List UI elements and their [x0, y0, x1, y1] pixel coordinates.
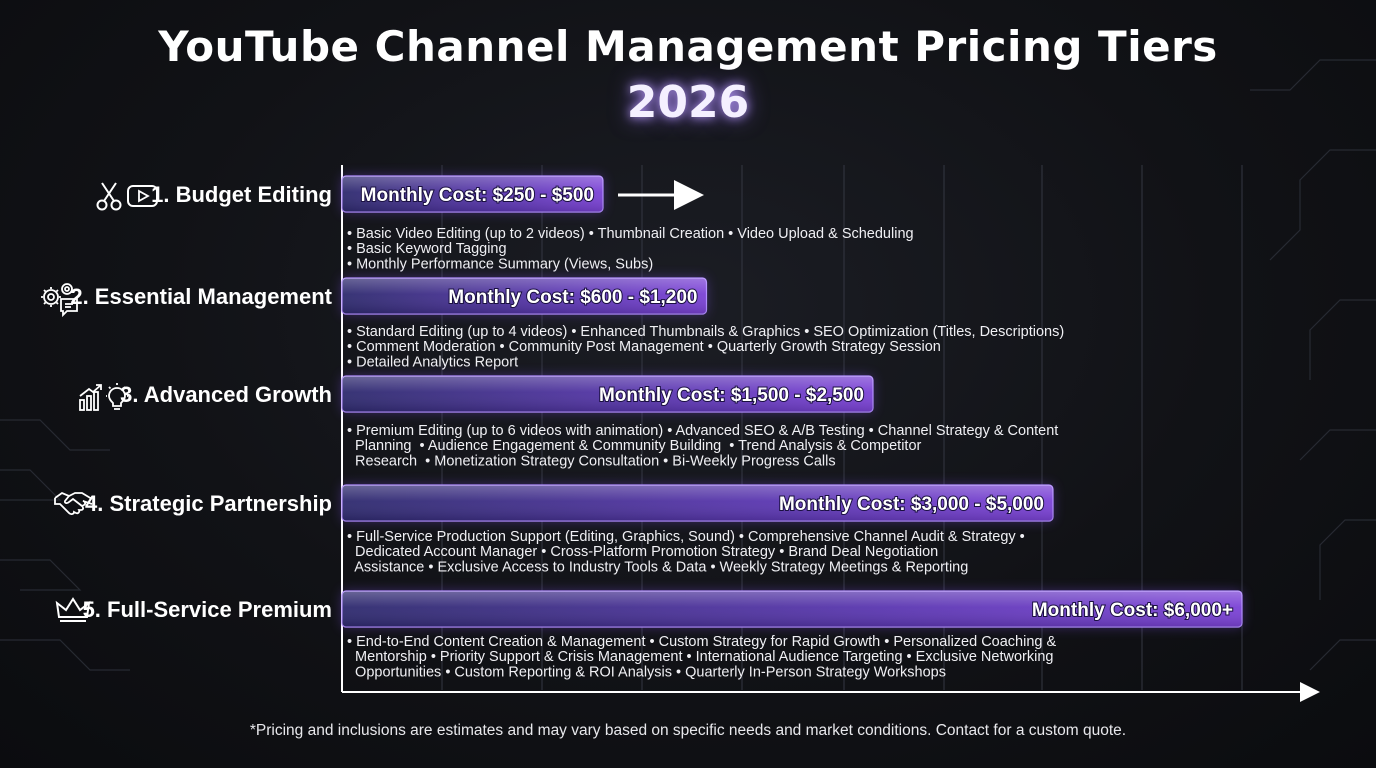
price-label: Monthly Cost: $6,000+	[1032, 600, 1233, 621]
tier-label: 2. Essential Management	[70, 284, 332, 309]
tier-description-line: • Standard Editing (up to 4 videos) • En…	[347, 324, 1064, 340]
price-bar-shine	[342, 278, 707, 314]
growth-chart-icon	[79, 384, 102, 411]
tier-label: 4. Strategic Partnership	[85, 491, 332, 516]
price-label: Monthly Cost: $1,500 - $2,500	[599, 385, 864, 406]
tier-3: 3. Advanced Growth Monthly Cost: $1,500 -…	[120, 375, 1058, 469]
tier-description-line: Mentorship • Priority Support & Crisis M…	[347, 649, 1053, 665]
price-label: Monthly Cost: $3,000 - $5,000	[779, 494, 1044, 515]
tier-description-line: Opportunities • Custom Reporting & ROI A…	[347, 664, 946, 680]
chat-icon	[60, 298, 78, 318]
price-bar-shine	[342, 485, 1053, 521]
background-circuit-traces	[0, 59, 1376, 671]
footnote: *Pricing and inclusions are estimates an…	[249, 722, 1127, 739]
crown-icon	[55, 597, 91, 622]
gears-icon	[41, 283, 73, 307]
price-bar-shine	[342, 376, 873, 412]
tier-description-line: Dedicated Account Manager • Cross-Platfo…	[347, 544, 938, 560]
tier-label: 1. Budget Editing	[151, 182, 332, 207]
tiers-layer: 1. Budget Editing Monthly Cost: $250 - $5…	[70, 175, 1243, 680]
tier-5: 5. Full-Service Premium Monthly Cost: $6,…	[83, 590, 1243, 680]
page-subtitle-year: 2026	[626, 77, 750, 128]
tier-2: 2. Essential Management Monthly Cost: $60…	[70, 277, 1064, 370]
play-button-icon	[127, 185, 158, 207]
tier-description-line: • Detailed Analytics Report	[347, 354, 518, 370]
tier-description-line: • Monthly Performance Summary (Views, Su…	[347, 256, 653, 272]
price-bar-shine	[342, 176, 603, 212]
tier-description-line: • Comment Moderation • Community Post Ma…	[347, 339, 941, 355]
page-title: YouTube Channel Management Pricing Tiers	[158, 22, 1218, 71]
handshake-icon	[54, 491, 93, 515]
tier-description-line: • End-to-End Content Creation & Manageme…	[347, 634, 1056, 650]
price-label: Monthly Cost: $600 - $1,200	[448, 287, 697, 308]
tier-description-line: Assistance • Exclusive Access to Industr…	[347, 559, 968, 575]
tier-1: 1. Budget Editing Monthly Cost: $250 - $5…	[151, 175, 914, 272]
lightbulb-icon	[106, 383, 128, 410]
tier-label: 3. Advanced Growth	[120, 382, 332, 407]
tier-description-line: • Full-Service Production Support (Editi…	[347, 529, 1025, 545]
scissors-icon	[96, 182, 122, 211]
tier-description-line: Planning • Audience Engagement & Communi…	[347, 438, 922, 454]
tier-label: 5. Full-Service Premium	[83, 597, 332, 622]
tier-description-line: Research • Monetization Strategy Consult…	[347, 453, 836, 469]
tier-4: 4. Strategic Partnership Monthly Cost: $3…	[85, 484, 1054, 575]
tier-description-line: • Basic Video Editing (up to 2 videos) •…	[347, 226, 914, 242]
tier-description-line: • Premium Editing (up to 6 videos with a…	[347, 423, 1058, 439]
price-label: Monthly Cost: $250 - $500	[361, 185, 594, 206]
tier-description-line: • Basic Keyword Tagging	[347, 241, 507, 257]
title-block: YouTube Channel Management Pricing Tiers…	[0, 22, 1376, 128]
price-bar-shine	[342, 591, 1242, 627]
